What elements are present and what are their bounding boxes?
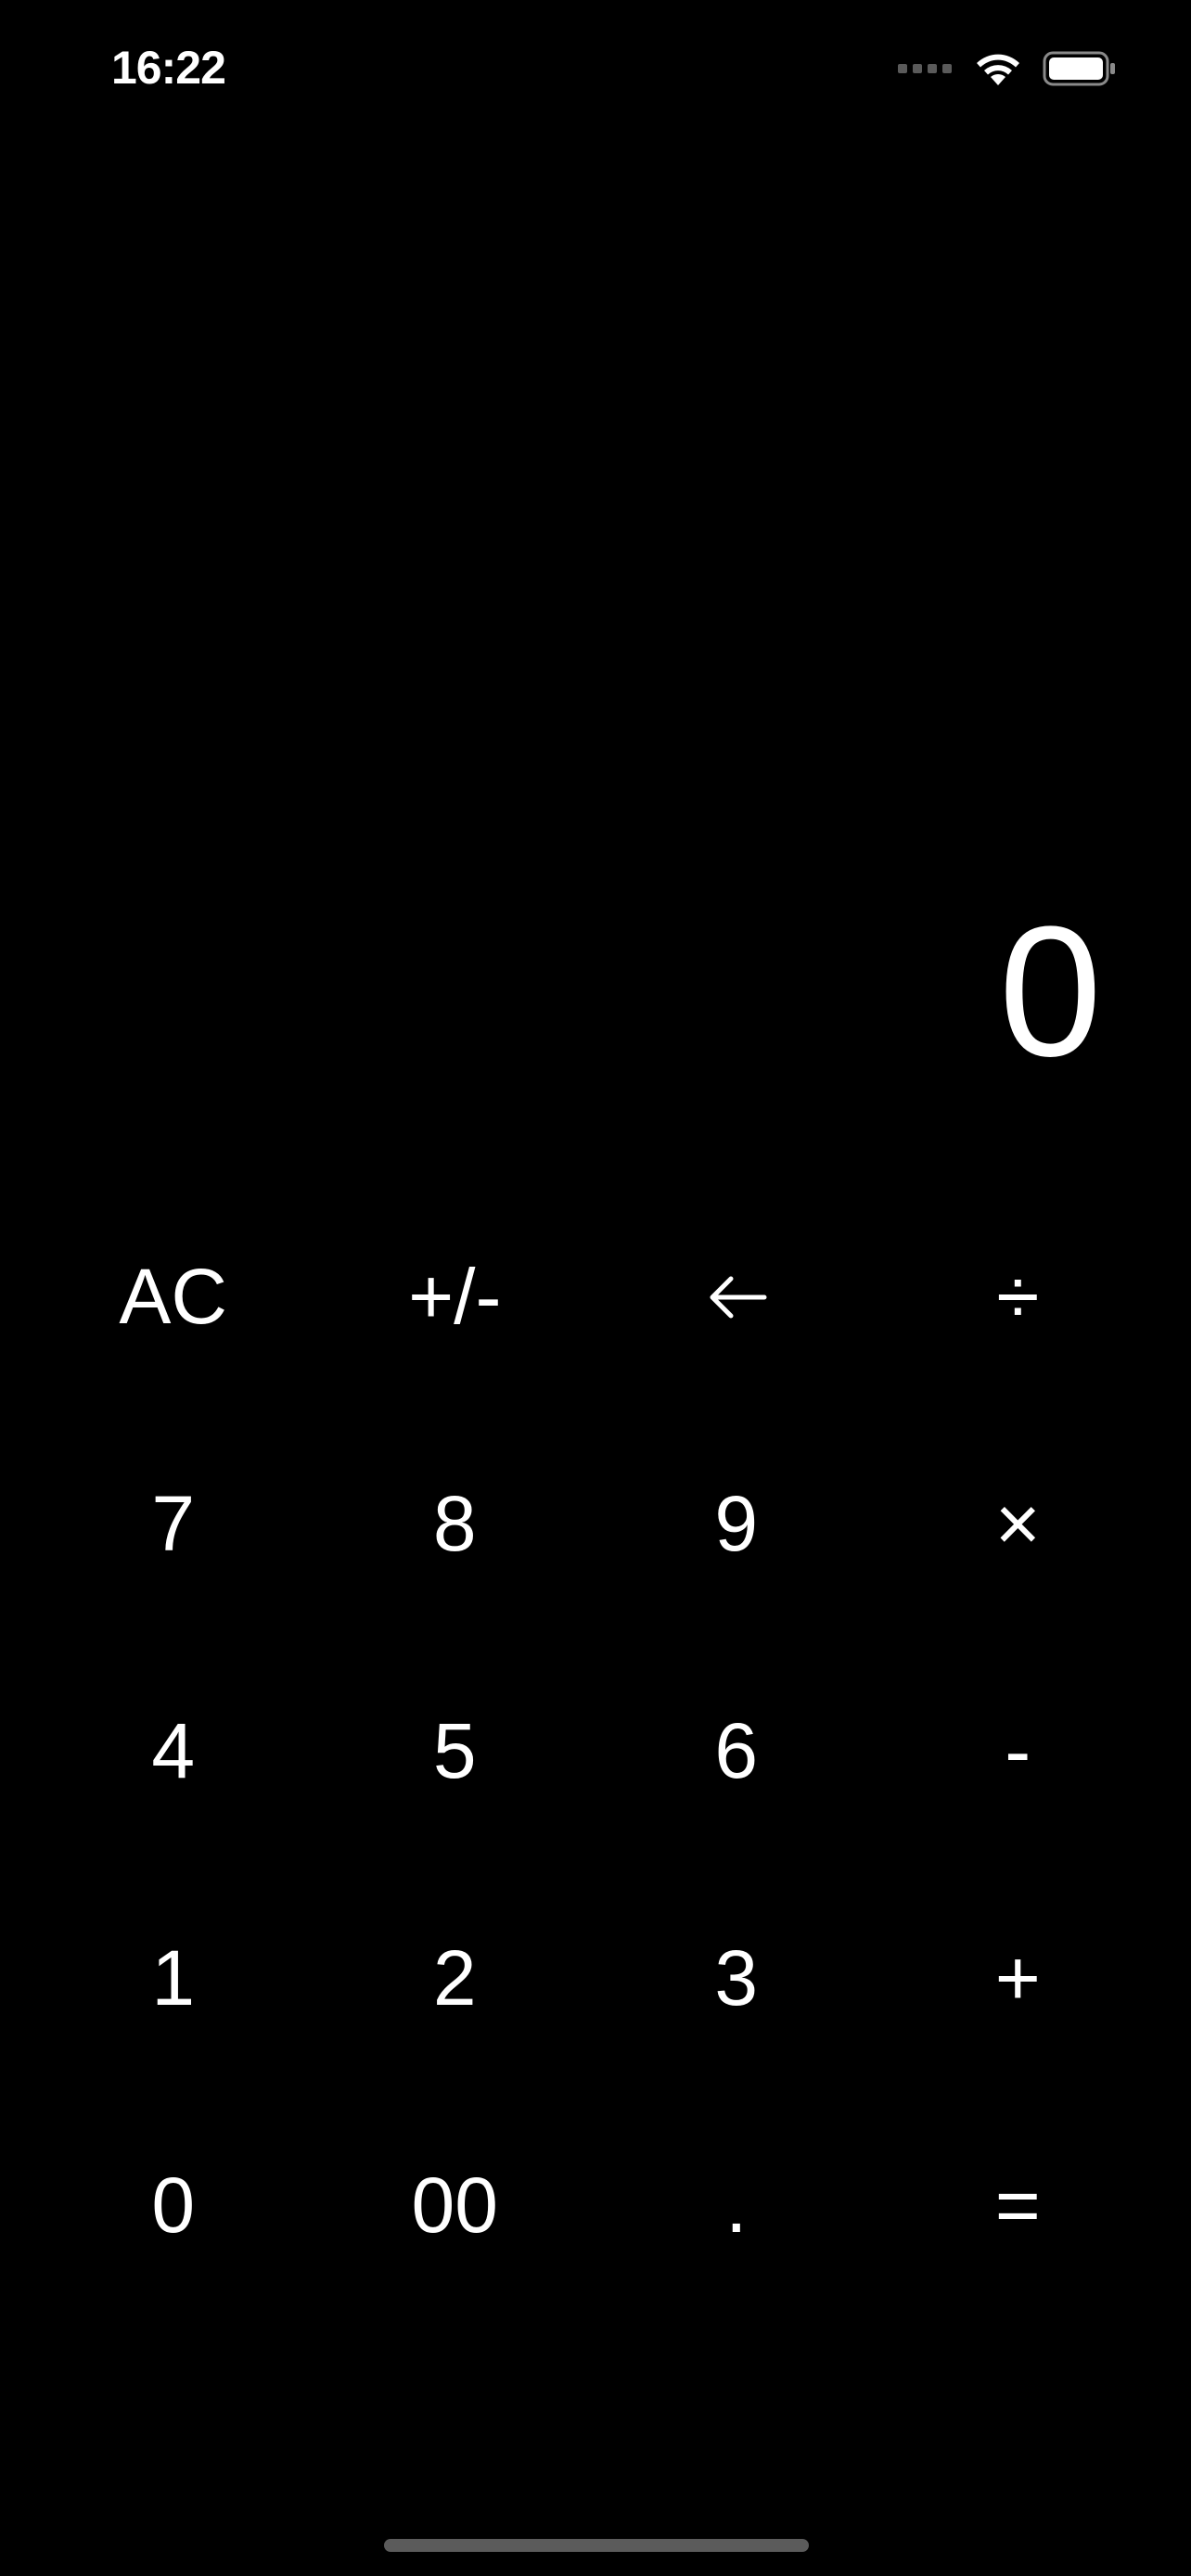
multiply-button[interactable]: ×	[877, 1410, 1159, 1638]
battery-icon	[1043, 51, 1115, 86]
backspace-button[interactable]	[596, 1183, 877, 1410]
digit-1-button[interactable]: 1	[32, 1865, 314, 2092]
key-label: 8	[432, 1480, 477, 1567]
add-button[interactable]: +	[877, 1865, 1159, 2092]
keypad: AC +/- ÷ 7 8 9 × 4 5 6-1 2 3 +0 00. =	[32, 1183, 1159, 2319]
subtract-button[interactable]: -	[877, 1638, 1159, 1865]
key-label: 6	[714, 1707, 759, 1794]
key-label: -	[1005, 1707, 1031, 1794]
wifi-icon	[977, 54, 1019, 85]
key-label: .	[725, 2162, 748, 2249]
key-label: 2	[432, 1934, 477, 2021]
status-bar: 16:22	[0, 0, 1191, 139]
key-label: 7	[151, 1480, 196, 1567]
divide-button[interactable]: ÷	[877, 1183, 1159, 1410]
key-label: =	[994, 2162, 1041, 2249]
key-label: 1	[151, 1934, 196, 2021]
equals-button[interactable]: =	[877, 2092, 1159, 2319]
digit-0-button[interactable]: 0	[32, 2092, 314, 2319]
decimal-point-button[interactable]: .	[596, 2092, 877, 2319]
key-label: ×	[994, 1480, 1041, 1567]
digit-5-button[interactable]: 5	[314, 1638, 596, 1865]
key-label: 5	[432, 1707, 477, 1794]
key-label: ÷	[996, 1253, 1040, 1340]
key-label: 0	[151, 2162, 196, 2249]
cellular-signal-icon	[898, 64, 952, 73]
result-display: 0	[998, 888, 1102, 1095]
key-label: +/-	[408, 1253, 502, 1340]
digit-3-button[interactable]: 3	[596, 1865, 877, 2092]
digit-6-button[interactable]: 6	[596, 1638, 877, 1865]
key-label: 3	[714, 1934, 759, 2021]
negate-button[interactable]: +/-	[314, 1183, 596, 1410]
key-label: AC	[119, 1253, 228, 1340]
key-label: 4	[151, 1707, 196, 1794]
home-indicator[interactable]	[384, 2539, 809, 2552]
digit-8-button[interactable]: 8	[314, 1410, 596, 1638]
double-zero-button[interactable]: 00	[314, 2092, 596, 2319]
left-arrow-icon	[710, 1276, 767, 1318]
key-label: 00	[411, 2162, 498, 2249]
status-time: 16:22	[111, 42, 226, 94]
status-icons	[898, 46, 1117, 91]
digit-4-button[interactable]: 4	[32, 1638, 314, 1865]
digit-7-button[interactable]: 7	[32, 1410, 314, 1638]
digit-9-button[interactable]: 9	[596, 1410, 877, 1638]
key-label: 9	[714, 1480, 759, 1567]
digit-2-button[interactable]: 2	[314, 1865, 596, 2092]
key-label: +	[994, 1934, 1041, 2021]
all-clear-button[interactable]: AC	[32, 1183, 314, 1410]
